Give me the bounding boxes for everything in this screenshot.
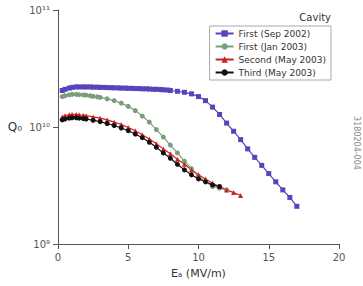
svg-text:Q₀: Q₀	[8, 120, 22, 134]
svg-text:Eₐ (MV/m): Eₐ (MV/m)	[171, 267, 226, 280]
svg-text:0: 0	[55, 252, 61, 263]
svg-text:10: 10	[192, 252, 205, 263]
svg-text:Cavity: Cavity	[299, 12, 331, 23]
svg-text:Third (May 2003): Third (May 2003)	[238, 68, 316, 78]
svg-text:10⁹: 10⁹	[33, 239, 50, 250]
svg-text:3180204-004: 3180204-004	[352, 116, 361, 170]
svg-text:Second (May 2003): Second (May 2003)	[239, 55, 326, 65]
svg-text:10¹¹: 10¹¹	[29, 5, 50, 16]
svg-text:First (Jan 2003): First (Jan 2003)	[239, 42, 307, 52]
svg-text:First (Sep 2002): First (Sep 2002)	[239, 29, 311, 39]
svg-text:15: 15	[262, 252, 275, 263]
svg-text:20: 20	[333, 252, 346, 263]
svg-text:5: 5	[125, 252, 131, 263]
svg-text:10¹⁰: 10¹⁰	[29, 122, 50, 133]
